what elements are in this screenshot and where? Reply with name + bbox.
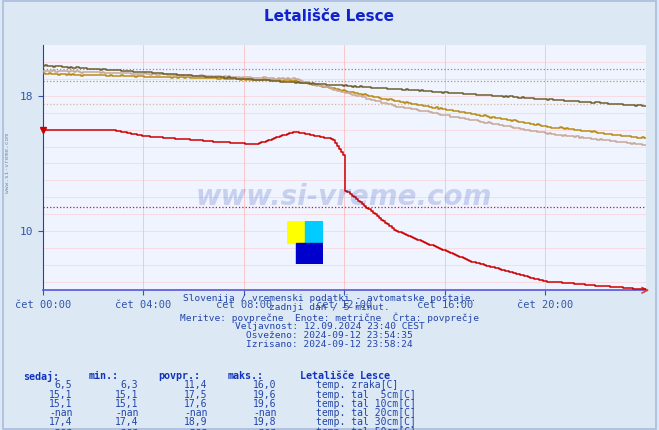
Bar: [287, 221, 304, 243]
Bar: [296, 243, 323, 264]
Text: 6,3: 6,3: [121, 380, 138, 390]
Text: 19,6: 19,6: [253, 399, 277, 409]
Text: 17,5: 17,5: [184, 390, 208, 399]
Text: sedaj:: sedaj:: [23, 371, 59, 382]
Text: temp. zraka[C]: temp. zraka[C]: [316, 380, 399, 390]
Text: -nan: -nan: [115, 408, 138, 418]
Text: zadnji dan / 5 minut.: zadnji dan / 5 minut.: [269, 304, 390, 312]
Text: Meritve: povprečne  Enote: metrične  Črta: povprečje: Meritve: povprečne Enote: metrične Črta:…: [180, 313, 479, 323]
Text: 18,9: 18,9: [184, 417, 208, 427]
Text: 17,4: 17,4: [49, 417, 72, 427]
Text: temp. tal 20cm[C]: temp. tal 20cm[C]: [316, 408, 416, 418]
Text: temp. tal 10cm[C]: temp. tal 10cm[C]: [316, 399, 416, 409]
Text: Osveženo: 2024-09-12 23:54:35: Osveženo: 2024-09-12 23:54:35: [246, 331, 413, 340]
Text: temp. tal 50cm[C]: temp. tal 50cm[C]: [316, 427, 416, 430]
Text: temp. tal  5cm[C]: temp. tal 5cm[C]: [316, 390, 416, 399]
Bar: [304, 221, 323, 243]
Text: -nan: -nan: [115, 427, 138, 430]
Text: -nan: -nan: [49, 408, 72, 418]
Text: povpr.:: povpr.:: [158, 371, 200, 381]
Text: -nan: -nan: [184, 427, 208, 430]
Text: Veljavnost: 12.09.2024 23:40 CEST: Veljavnost: 12.09.2024 23:40 CEST: [235, 322, 424, 331]
Text: www.si-vreme.com: www.si-vreme.com: [5, 133, 11, 194]
Text: maks.:: maks.:: [227, 371, 264, 381]
Text: 16,0: 16,0: [253, 380, 277, 390]
Text: -nan: -nan: [49, 427, 72, 430]
Text: 19,6: 19,6: [253, 390, 277, 399]
Text: 15,1: 15,1: [49, 399, 72, 409]
Text: 17,4: 17,4: [115, 417, 138, 427]
Text: 11,4: 11,4: [184, 380, 208, 390]
Text: -nan: -nan: [253, 408, 277, 418]
Text: -nan: -nan: [253, 427, 277, 430]
Text: 15,1: 15,1: [115, 390, 138, 399]
Text: 19,8: 19,8: [253, 417, 277, 427]
Text: -nan: -nan: [184, 408, 208, 418]
Text: min.:: min.:: [89, 371, 119, 381]
Text: Letališče Lesce: Letališče Lesce: [300, 371, 390, 381]
Text: 15,1: 15,1: [49, 390, 72, 399]
Text: www.si-vreme.com: www.si-vreme.com: [196, 183, 492, 211]
Text: Izrisano: 2024-09-12 23:58:24: Izrisano: 2024-09-12 23:58:24: [246, 341, 413, 349]
Text: 15,1: 15,1: [115, 399, 138, 409]
Text: Letališče Lesce: Letališče Lesce: [264, 9, 395, 25]
Text: temp. tal 30cm[C]: temp. tal 30cm[C]: [316, 417, 416, 427]
Text: 6,5: 6,5: [55, 380, 72, 390]
Text: 17,6: 17,6: [184, 399, 208, 409]
Text: Slovenija / vremenski podatki - avtomatske postaje.: Slovenija / vremenski podatki - avtomats…: [183, 294, 476, 303]
